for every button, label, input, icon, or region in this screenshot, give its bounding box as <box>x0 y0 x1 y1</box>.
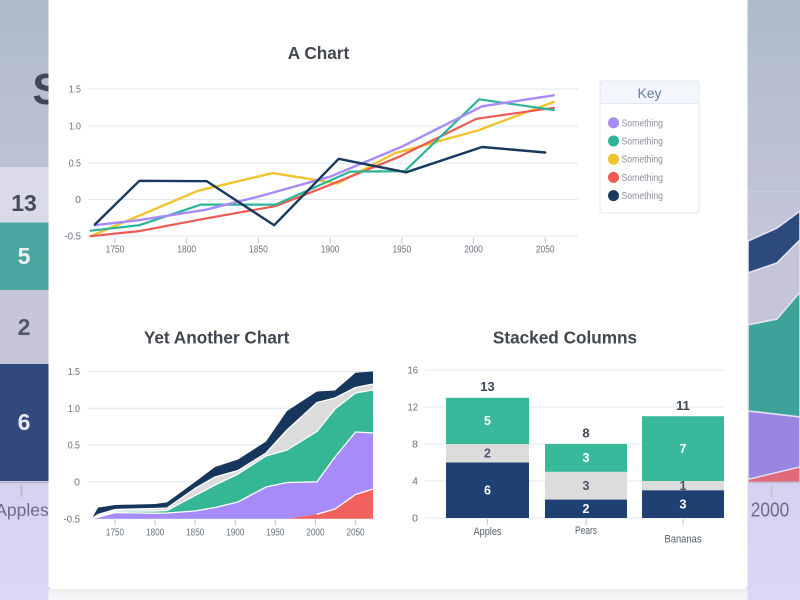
svg-text:A Chart: A Chart <box>288 43 350 63</box>
svg-text:1950: 1950 <box>392 244 411 256</box>
svg-text:1900: 1900 <box>226 528 245 539</box>
svg-text:2050: 2050 <box>346 528 365 539</box>
svg-text:1.0: 1.0 <box>69 121 81 133</box>
svg-text:1950: 1950 <box>266 528 285 539</box>
svg-text:Something: Something <box>622 173 664 184</box>
svg-text:1850: 1850 <box>186 528 205 539</box>
svg-text:1800: 1800 <box>146 528 165 539</box>
svg-text:Something: Something <box>622 118 664 129</box>
svg-text:Apples: Apples <box>474 526 503 538</box>
svg-text:1.5: 1.5 <box>68 366 80 378</box>
svg-text:1800: 1800 <box>177 244 196 256</box>
svg-text:Something: Something <box>622 155 664 166</box>
svg-text:0.5: 0.5 <box>68 440 80 452</box>
svg-text:2050: 2050 <box>536 244 555 256</box>
svg-text:Bananas: Bananas <box>665 534 703 546</box>
svg-text:2000: 2000 <box>751 499 790 522</box>
svg-text:Pears: Pears <box>575 525 597 537</box>
svg-text:-0.5: -0.5 <box>65 231 82 243</box>
svg-text:0: 0 <box>74 477 80 489</box>
svg-text:1750: 1750 <box>106 244 125 256</box>
svg-text:2: 2 <box>583 502 590 516</box>
svg-text:13: 13 <box>11 190 37 216</box>
svg-text:13: 13 <box>480 379 494 394</box>
svg-text:1850: 1850 <box>249 244 268 256</box>
svg-text:12: 12 <box>408 402 419 414</box>
svg-text:Apples: Apples <box>0 500 49 520</box>
svg-text:8: 8 <box>412 439 418 451</box>
svg-text:11: 11 <box>676 398 690 413</box>
svg-text:6: 6 <box>484 484 491 498</box>
svg-text:1: 1 <box>680 479 687 493</box>
svg-text:Stacked Columns: Stacked Columns <box>493 328 637 348</box>
svg-text:Key: Key <box>637 85 661 101</box>
svg-text:1.5: 1.5 <box>69 84 81 96</box>
svg-text:2: 2 <box>484 447 491 461</box>
svg-text:16: 16 <box>408 365 419 377</box>
svg-text:Something: Something <box>622 137 664 148</box>
svg-text:2000: 2000 <box>464 244 483 256</box>
svg-text:3: 3 <box>583 451 590 465</box>
svg-text:2: 2 <box>18 314 31 340</box>
svg-text:6: 6 <box>18 409 31 435</box>
svg-text:3: 3 <box>583 479 590 493</box>
svg-text:1750: 1750 <box>106 528 125 539</box>
svg-text:4: 4 <box>412 476 418 488</box>
svg-text:1900: 1900 <box>321 244 340 256</box>
svg-text:0: 0 <box>75 194 81 206</box>
svg-text:Yet Another Chart: Yet Another Chart <box>144 328 290 348</box>
svg-text:Something: Something <box>622 191 664 202</box>
svg-text:0.5: 0.5 <box>69 158 81 170</box>
svg-text:-0.5: -0.5 <box>64 513 81 525</box>
svg-text:5: 5 <box>18 243 31 269</box>
svg-text:8: 8 <box>582 426 589 441</box>
svg-text:5: 5 <box>484 414 491 428</box>
svg-text:2000: 2000 <box>306 528 325 539</box>
svg-text:3: 3 <box>680 497 687 511</box>
svg-text:1.0: 1.0 <box>68 403 80 415</box>
svg-text:7: 7 <box>680 442 687 456</box>
svg-text:0: 0 <box>412 513 418 525</box>
